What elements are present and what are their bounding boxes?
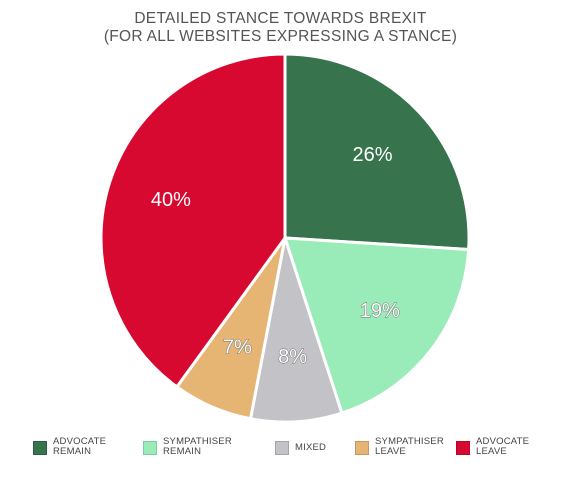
legend-label: SYMPATHISER REMAIN [163,436,232,457]
legend-item-sympathiser-leave: SYMPATHISER LEAVE [355,437,444,457]
legend-label: ADVOCATE LEAVE [476,436,530,457]
legend-item-advocate-remain: ADVOCATE REMAIN [33,437,106,457]
chart-title-line-1: DETAILED STANCE TOWARDS BREXIT [134,10,427,27]
slice-label-advocate-leave: 40% [151,189,191,211]
slice-label-advocate-remain: 26% [352,144,392,166]
legend: ADVOCATE REMAIN SYMPATHISER REMAIN MIXED SYMP… [0,437,561,467]
pie-slice-sympathiser-remain [282,236,471,415]
slice-label-sympathiser-leave: 7% [223,336,252,358]
pie-slice-advocate-remain [283,52,471,252]
pie-slice-advocate-leave [99,52,287,389]
legend-label: ADVOCATE REMAIN [53,436,107,457]
slice-label-mixed: 8% [278,346,307,368]
chart-title-line-2: (FOR ALL WEBSITES EXPRESSING A STANCE) [103,28,458,45]
legend-swatch [275,441,289,455]
legend-swatch [355,441,369,455]
legend-item-advocate-leave: ADVOCATE LEAVE [456,437,529,457]
chart-title: DETAILED STANCE TOWARDS BREXIT (FOR ALL … [0,10,561,46]
pie-slice-mixed [248,237,344,424]
legend-item-sympathiser-remain: SYMPATHISER REMAIN [143,437,232,457]
slice-label-sympathiser-remain: 19% [360,300,400,322]
legend-item-mixed: MIXED [275,437,326,455]
legend-label: MIXED [295,442,327,453]
legend-swatch [456,441,470,455]
legend-swatch [143,441,157,455]
legend-label: SYMPATHISER LEAVE [375,436,444,457]
legend-swatch [33,441,47,455]
